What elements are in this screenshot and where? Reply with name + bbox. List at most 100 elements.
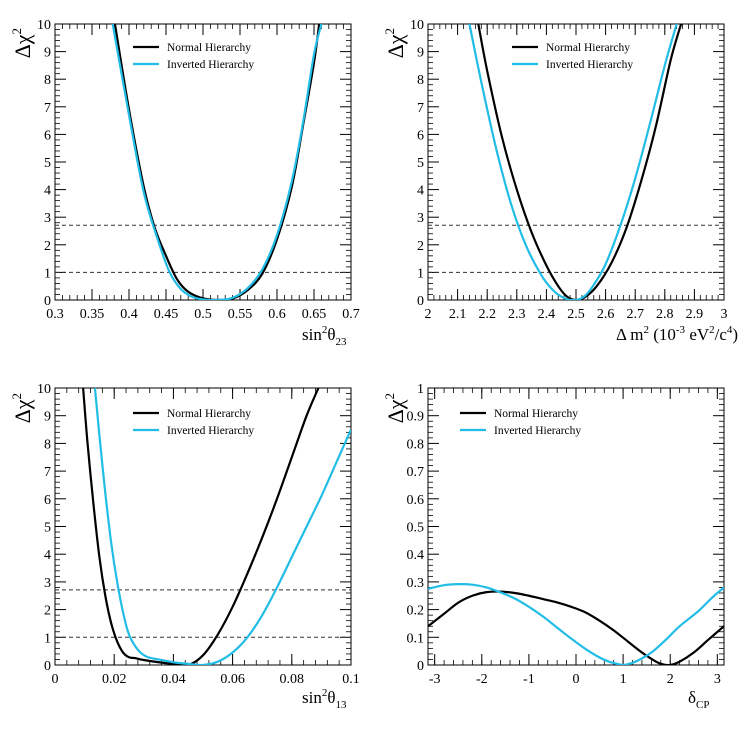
x-tick-label: 0.02 — [102, 672, 127, 687]
y-tick-label: 0.2 — [407, 604, 425, 619]
legend-label: Normal Hierarchy — [546, 42, 630, 54]
x-tick-label: 0.35 — [80, 307, 105, 322]
xlabel-part: 13 — [336, 699, 348, 711]
ylabel-part: 2 — [382, 393, 397, 400]
y-tick-label: 10 — [37, 18, 51, 33]
xlabel-part: 4 — [727, 324, 733, 336]
chart-panel-deltacp: 0 0.1 0.2 0.3 0.4 0.5 0.6 0.7 0.8 0.9 1 -3 -2 -1 0 1 2 3 N… — [382, 382, 725, 711]
legend-label: Inverted Hierarchy — [167, 59, 254, 71]
x-tick-label: 0.65 — [302, 307, 327, 322]
y-tick-label: 0.7 — [407, 465, 425, 480]
legend-label: Inverted Hierarchy — [546, 59, 633, 71]
x-tick-label: 3 — [714, 672, 721, 687]
y-tick-label: 0.4 — [407, 548, 425, 563]
x-tick-label: 0 — [573, 672, 580, 687]
x-tick-label: 0.45 — [154, 307, 179, 322]
y-axis-label: Δχ2 — [9, 28, 35, 58]
y-tick-label: 8 — [44, 437, 51, 452]
legend-label: Inverted Hierarchy — [494, 425, 581, 437]
y-tick-label: 5 — [417, 156, 424, 171]
y-tick-label: 8 — [417, 73, 424, 88]
y-tick-label: 0.8 — [407, 437, 425, 452]
ylabel-part: Δχ — [10, 399, 35, 423]
y-tick-label: 7 — [44, 101, 51, 116]
series-line-inverted-hierarchy — [428, 582, 724, 665]
x-tick-label: 2.1 — [449, 307, 467, 322]
xlabel-part: -3 — [676, 324, 686, 336]
y-tick-label: 0 — [44, 294, 51, 309]
y-tick-label: 0 — [44, 659, 51, 674]
x-tick-label: 0.08 — [280, 672, 305, 687]
legend: Normal Hierarchy Inverted Hierarchy — [512, 42, 633, 71]
xlabel-part: /c — [715, 325, 728, 344]
x-tick-label: 2.4 — [538, 307, 556, 322]
xlabel-part: 2 — [709, 324, 715, 336]
x-tick-label: -2 — [476, 672, 488, 687]
xlabel-part: ) — [732, 325, 738, 344]
y-tick-label: 6 — [44, 128, 51, 143]
series-group — [111, 24, 323, 300]
xlabel-part: θ — [327, 688, 335, 707]
x-tick-label: 0.3 — [46, 307, 64, 322]
x-axis-label: δCP — [688, 688, 709, 711]
x-tick-label: 2.8 — [656, 307, 674, 322]
xlabel-part: θ — [327, 325, 335, 344]
y-tick-label: 8 — [44, 73, 51, 88]
xlabel-part: 2 — [322, 687, 328, 699]
ylabel-part: Δχ — [383, 34, 408, 58]
series-line-inverted-hierarchy — [111, 24, 323, 300]
xlabel-part: 2 — [322, 324, 328, 336]
y-tick-label: 9 — [417, 46, 424, 61]
ylabel-part: Δχ — [383, 399, 408, 423]
y-tick-label: 7 — [44, 465, 51, 480]
x-axis-label: sin2θ13 — [302, 687, 347, 711]
ylabel-part: 2 — [9, 393, 24, 400]
y-tick-label: 0.3 — [407, 576, 425, 591]
legend: Normal Hierarchy Inverted Hierarchy — [133, 408, 254, 437]
legend-label: Normal Hierarchy — [494, 408, 578, 420]
y-tick-label: 4 — [44, 548, 51, 563]
x-axis-label: Δ m2 (10-3 eV2/c4) — [616, 324, 738, 344]
ylabel-part: Δχ — [10, 34, 35, 58]
legend-label: Normal Hierarchy — [167, 408, 251, 420]
y-axis-label: Δχ2 — [382, 28, 408, 58]
y-tick-label: 3 — [44, 211, 51, 226]
y-tick-label: 2 — [44, 604, 51, 619]
y-tick-label: 10 — [410, 18, 424, 33]
x-tick-label: 0.5 — [194, 307, 212, 322]
series-group — [428, 582, 724, 665]
series-line-inverted-hierarchy — [468, 24, 678, 300]
y-axis-label: Δχ2 — [382, 393, 408, 423]
x-tick-label: 2.9 — [686, 307, 704, 322]
x-tick-label: 1 — [620, 672, 627, 687]
x-tick-label: 0.06 — [220, 672, 245, 687]
legend-label: Normal Hierarchy — [167, 42, 251, 54]
y-tick-label: 0.1 — [407, 631, 425, 646]
y-tick-label: 6 — [417, 128, 424, 143]
y-tick-label: 4 — [417, 184, 424, 199]
x-axis-label: sin2θ23 — [302, 324, 347, 348]
ylabel-part: 2 — [382, 28, 397, 35]
series-line-normal-hierarchy — [428, 590, 724, 665]
y-axis-label: Δχ2 — [9, 393, 35, 423]
y-tick-label: 0 — [417, 294, 424, 309]
x-tick-label: -1 — [523, 672, 535, 687]
y-tick-label: 0 — [417, 659, 424, 674]
y-tick-label: 3 — [44, 576, 51, 591]
series-line-inverted-hierarchy — [93, 388, 351, 665]
legend: Normal Hierarchy Inverted Hierarchy — [460, 408, 581, 437]
x-tick-label: 3 — [721, 307, 728, 322]
y-tick-label: 5 — [44, 521, 51, 536]
x-tick-label: 0.4 — [120, 307, 138, 322]
x-tick-label: 2.7 — [626, 307, 644, 322]
x-tick-label: 0.04 — [161, 672, 186, 687]
xlabel-part: sin — [302, 688, 322, 707]
xlabel-part: Δ m — [616, 325, 643, 344]
y-tick-label: 1 — [44, 631, 51, 646]
y-tick-label: 9 — [44, 46, 51, 61]
y-tick-label: 0.9 — [407, 410, 425, 425]
x-tick-label: 2.6 — [597, 307, 615, 322]
